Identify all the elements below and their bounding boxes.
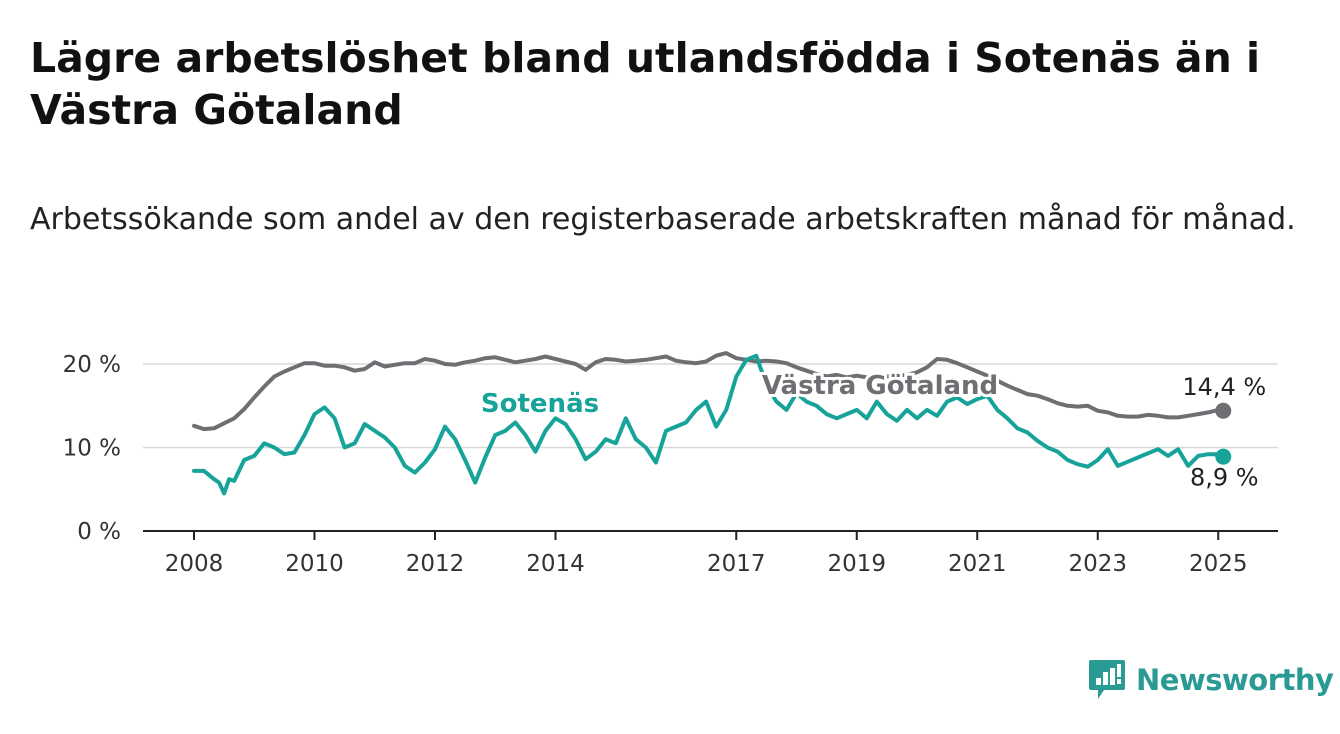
y-tick-label: 10 % bbox=[63, 436, 121, 462]
x-tick-label: 2014 bbox=[526, 551, 585, 577]
series-label-vastra-gotaland: Västra Götaland bbox=[762, 371, 998, 401]
newsworthy-logo: Newsworthy bbox=[1088, 658, 1334, 702]
end-point-sotenas bbox=[1215, 448, 1232, 465]
grid-lines bbox=[143, 363, 1278, 449]
x-tick-label: 2017 bbox=[707, 551, 766, 577]
end-label-sotenas: 8,9 % bbox=[1190, 464, 1259, 492]
x-axis: 2008 2010 2012 2014 2017 2019 2021 2023 2025 bbox=[143, 530, 1278, 577]
x-tick-label: 2023 bbox=[1068, 551, 1127, 577]
series-labels: Västra Götaland Sotenäs 14,4 % 8,9 % bbox=[478, 368, 1266, 492]
series-line-vastra_gotaland bbox=[192, 351, 1226, 432]
y-axis-ticks: 0 % 10 % 20 % bbox=[63, 352, 121, 545]
x-tick-label: 2010 bbox=[285, 551, 344, 577]
logo-text: Newsworthy bbox=[1136, 663, 1334, 697]
x-tick-label: 2021 bbox=[948, 551, 1007, 577]
end-point-vastra_gotaland bbox=[1215, 402, 1232, 419]
series-label-sotenas: Sotenäs bbox=[481, 389, 599, 419]
chart-subtitle: Arbetssökande som andel av den registerb… bbox=[30, 202, 1296, 237]
end-label-vastra-gotaland: 14,4 % bbox=[1182, 373, 1266, 401]
series-lines bbox=[192, 351, 1232, 496]
x-tick-label: 2008 bbox=[165, 551, 224, 577]
chart-title: Lägre arbetslöshet bland utlandsfödda i … bbox=[30, 34, 1261, 134]
x-tick-label: 2019 bbox=[827, 551, 886, 577]
x-tick-label: 2012 bbox=[406, 551, 465, 577]
x-tick-label: 2025 bbox=[1189, 551, 1248, 577]
line-chart: 0 % 10 % 20 % 2008 2010 2012 2014 2017 2019 2021… bbox=[63, 351, 1278, 577]
y-tick-label: 0 % bbox=[77, 519, 121, 545]
series-line-sotenas bbox=[192, 353, 1226, 496]
y-tick-label: 20 % bbox=[63, 352, 121, 378]
newsworthy-logo-icon bbox=[1089, 660, 1125, 699]
